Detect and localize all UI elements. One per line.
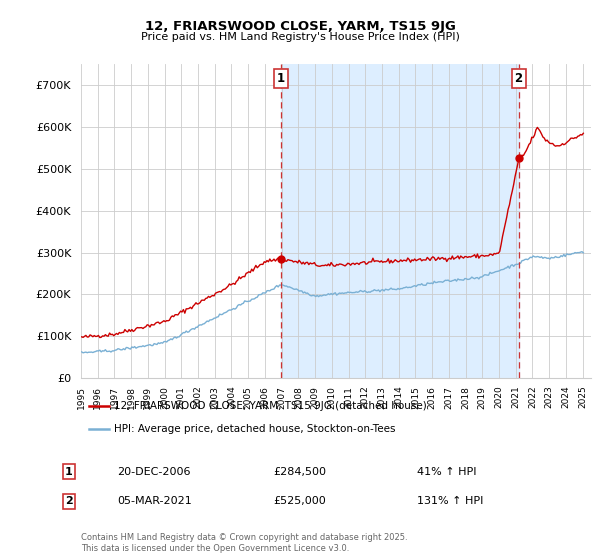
Text: 2: 2 — [515, 72, 523, 85]
Text: £284,500: £284,500 — [273, 466, 326, 477]
Text: Price paid vs. HM Land Registry's House Price Index (HPI): Price paid vs. HM Land Registry's House … — [140, 32, 460, 43]
Text: 1: 1 — [65, 466, 73, 477]
Bar — [281, 64, 518, 378]
Text: £525,000: £525,000 — [273, 496, 326, 506]
Text: 1: 1 — [277, 72, 285, 85]
Text: 05-MAR-2021: 05-MAR-2021 — [117, 496, 192, 506]
Text: 2: 2 — [65, 496, 73, 506]
Text: 12, FRIARSWOOD CLOSE, YARM, TS15 9JG: 12, FRIARSWOOD CLOSE, YARM, TS15 9JG — [145, 20, 455, 32]
Text: 20-DEC-2006: 20-DEC-2006 — [117, 466, 191, 477]
Text: HPI: Average price, detached house, Stockton-on-Tees: HPI: Average price, detached house, Stoc… — [114, 424, 395, 434]
Text: 12, FRIARSWOOD CLOSE, YARM, TS15 9JG (detached house): 12, FRIARSWOOD CLOSE, YARM, TS15 9JG (de… — [114, 402, 427, 411]
Text: 41% ↑ HPI: 41% ↑ HPI — [417, 466, 476, 477]
Text: Contains HM Land Registry data © Crown copyright and database right 2025.
This d: Contains HM Land Registry data © Crown c… — [81, 533, 407, 553]
Text: 131% ↑ HPI: 131% ↑ HPI — [417, 496, 484, 506]
